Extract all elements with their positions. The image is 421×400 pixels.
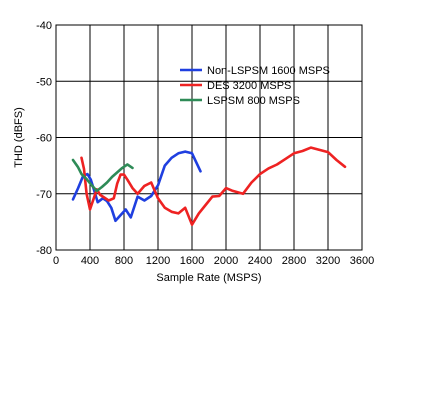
x-tick-label: 2800 — [282, 255, 306, 267]
series-line — [80, 146, 347, 226]
legend: Non-LSPSM 1600 MSPS DES 3200 MSPS LSPSM 80… — [180, 65, 330, 107]
x-tick-label: 400 — [81, 255, 99, 267]
x-tick-label: 3600 — [350, 255, 374, 267]
tick-labels: 0 400 800 1200 1600 2000 2400 2800 3200 3600 -80 -7… — [36, 20, 374, 267]
legend-label: LSPSM 800 MSPS — [207, 95, 300, 107]
series-line — [71, 158, 134, 193]
x-tick-label: 0 — [53, 255, 59, 267]
y-tick-label: -60 — [36, 133, 52, 145]
plot-frame — [55, 24, 363, 251]
data-series — [71, 146, 347, 226]
grid-lines — [55, 24, 363, 251]
y-tick-label: -50 — [36, 76, 52, 88]
legend-label: DES 3200 MSPS — [207, 80, 291, 92]
x-tick-label: 800 — [115, 255, 133, 267]
x-tick-label: 1200 — [146, 255, 170, 267]
x-tick-label: 3200 — [316, 255, 340, 267]
x-tick-label: 2000 — [214, 255, 238, 267]
x-tick-label: 2400 — [248, 255, 272, 267]
y-tick-label: -40 — [36, 20, 52, 32]
x-axis-title: Sample Rate (MSPS) — [156, 272, 261, 284]
y-tick-label: -80 — [36, 245, 52, 257]
legend-label: Non-LSPSM 1600 MSPS — [207, 65, 330, 77]
series-line — [71, 150, 202, 223]
y-tick-label: -70 — [36, 189, 52, 201]
y-axis-title: THD (dBFS) — [13, 107, 25, 168]
x-tick-label: 1600 — [180, 255, 204, 267]
